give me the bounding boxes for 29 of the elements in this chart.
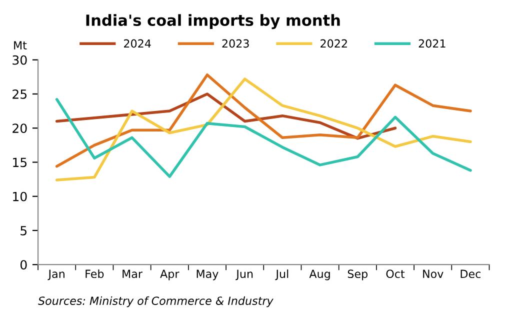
y-tick-label: 25 xyxy=(12,89,27,99)
y-tick-label: 30 xyxy=(12,55,27,65)
legend-label: 2021 xyxy=(418,39,446,48)
x-tick-label: Aug xyxy=(309,270,330,280)
source-note: Sources: Ministry of Commerce & Industry xyxy=(38,296,274,308)
chart-title: India's coal imports by month xyxy=(86,14,340,30)
legend-label: 2023 xyxy=(222,39,249,48)
y-tick-label: 15 xyxy=(13,158,27,168)
x-tick-label: Nov xyxy=(423,270,444,278)
y-tick-label: 10 xyxy=(13,192,27,202)
x-tick-label: Sep xyxy=(348,270,368,280)
x-tick-label: Feb xyxy=(86,269,104,278)
x-tick-label: Jan xyxy=(48,270,64,280)
y-tick-label: 0 xyxy=(20,260,27,270)
y-tick-label: 20 xyxy=(12,124,27,134)
legend-label: 2022 xyxy=(320,39,347,48)
x-tick-label: Mar xyxy=(122,270,143,278)
y-tick-label: 5 xyxy=(20,226,27,236)
line-series xyxy=(55,98,472,178)
line-series xyxy=(55,73,472,168)
line-series xyxy=(55,78,472,182)
x-tick-label: Jun xyxy=(236,270,253,280)
x-tick-label: Dec xyxy=(460,270,481,278)
x-tick-label: Jul xyxy=(275,269,288,280)
x-tick-label: Oct xyxy=(386,270,405,278)
x-tick-label: Apr xyxy=(160,270,180,280)
legend-label: 2024 xyxy=(124,39,151,48)
x-tick-label: May xyxy=(196,270,218,280)
y-axis-title: Mt xyxy=(14,41,27,50)
